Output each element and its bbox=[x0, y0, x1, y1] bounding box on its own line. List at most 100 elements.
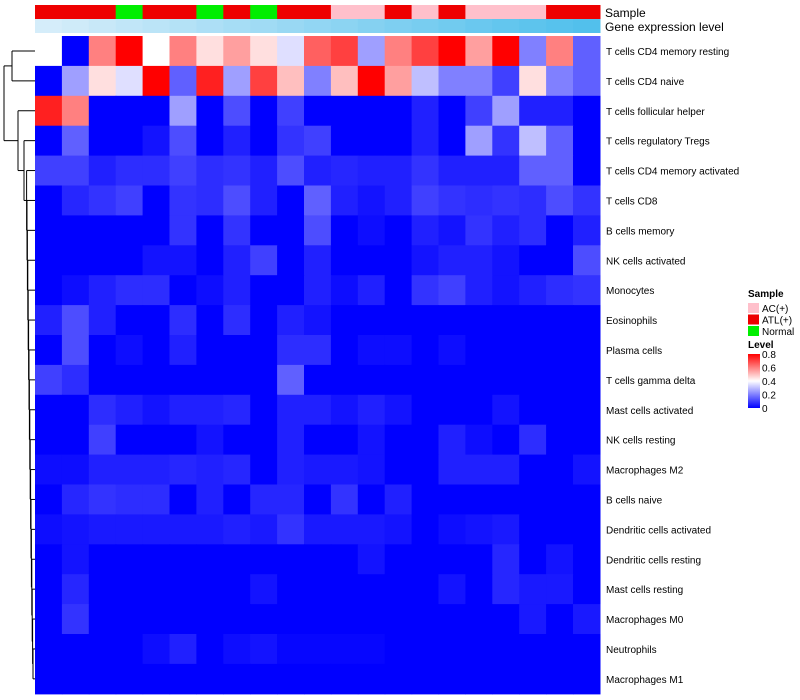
heatmap-cell bbox=[35, 125, 63, 157]
heatmap-cell bbox=[411, 245, 440, 276]
heatmap-cell bbox=[250, 65, 278, 97]
heatmap-cell bbox=[223, 454, 251, 486]
heatmap-cell bbox=[61, 185, 90, 216]
heatmap-cell bbox=[438, 514, 466, 545]
heatmap-cell bbox=[223, 364, 251, 396]
expression-annotation-cell bbox=[196, 19, 224, 33]
heatmap-cell bbox=[519, 634, 547, 665]
heatmap-cell bbox=[519, 454, 547, 486]
heatmap-cell bbox=[465, 155, 493, 187]
heatmap-cell bbox=[142, 215, 171, 246]
heatmap-cell bbox=[384, 65, 413, 97]
heatmap-cell bbox=[492, 65, 520, 97]
heatmap-cell bbox=[357, 574, 386, 605]
heatmap-cell bbox=[573, 185, 601, 216]
heatmap-cell bbox=[142, 484, 171, 515]
heatmap-cell bbox=[492, 424, 520, 456]
level-legend-title: Level bbox=[748, 340, 774, 351]
heatmap-cell bbox=[357, 544, 386, 575]
heatmap-cell bbox=[357, 95, 386, 127]
heatmap-cell bbox=[169, 574, 197, 605]
heatmap-cell bbox=[465, 95, 493, 127]
heatmap-cell bbox=[196, 544, 224, 575]
heatmap-cell bbox=[169, 36, 197, 67]
heatmap-cell bbox=[546, 215, 574, 246]
heatmap-cell bbox=[357, 364, 386, 396]
heatmap-cell bbox=[411, 275, 440, 306]
heatmap-cell bbox=[330, 245, 359, 276]
heatmap-cell bbox=[250, 275, 278, 306]
heatmap-cell bbox=[142, 604, 171, 635]
heatmap-cell bbox=[169, 634, 197, 665]
expression-annotation-bar bbox=[35, 19, 601, 33]
heatmap-cell bbox=[438, 604, 466, 635]
heatmap-cell bbox=[492, 275, 520, 306]
heatmap-cell bbox=[519, 185, 547, 216]
heatmap-cell bbox=[169, 335, 197, 366]
heatmap-cell bbox=[277, 454, 305, 486]
heatmap-cell bbox=[196, 335, 224, 366]
heatmap-cell bbox=[519, 544, 547, 575]
heatmap-cell bbox=[196, 424, 224, 456]
heatmap-cell bbox=[250, 364, 278, 396]
heatmap-cell bbox=[169, 125, 197, 157]
row-label: T cells CD8 bbox=[606, 196, 658, 207]
heatmap-cell bbox=[357, 663, 386, 695]
heatmap-cell bbox=[61, 514, 90, 545]
level-tick-label: 0.8 bbox=[762, 350, 776, 361]
heatmap-cell bbox=[35, 454, 63, 486]
heatmap-cell bbox=[330, 454, 359, 486]
heatmap-cell bbox=[142, 275, 171, 306]
heatmap-cell bbox=[330, 125, 359, 157]
heatmap-cell bbox=[35, 245, 63, 276]
heatmap-cell bbox=[438, 394, 466, 426]
heatmap-cell bbox=[546, 155, 574, 187]
heatmap-cell bbox=[61, 364, 90, 396]
heatmap-cell bbox=[573, 215, 601, 246]
heatmap-cell bbox=[573, 36, 601, 67]
heatmap-cell bbox=[465, 364, 493, 396]
heatmap-cell bbox=[88, 125, 117, 157]
heatmap-cell bbox=[546, 245, 574, 276]
heatmap-cell bbox=[519, 424, 547, 456]
heatmap-cell bbox=[411, 454, 440, 486]
heatmap-cell bbox=[411, 634, 440, 665]
row-label: B cells memory bbox=[606, 226, 674, 237]
heatmap-cell bbox=[250, 125, 278, 157]
heatmap-cell bbox=[88, 484, 117, 515]
sample-annotation-cell bbox=[573, 5, 601, 19]
sample-annotation-cell bbox=[357, 5, 386, 19]
heatmap-cell bbox=[277, 663, 305, 695]
heatmap-cell bbox=[492, 245, 520, 276]
heatmap-cell bbox=[277, 65, 305, 97]
heatmap-cell bbox=[573, 65, 601, 97]
heatmap-cell bbox=[411, 364, 440, 396]
heatmap-cell bbox=[35, 604, 63, 635]
heatmap-cell bbox=[250, 514, 278, 545]
heatmap-cell bbox=[223, 424, 251, 456]
heatmap-cell bbox=[88, 634, 117, 665]
row-label: T cells CD4 memory resting bbox=[606, 47, 729, 58]
heatmap-cell bbox=[169, 454, 197, 486]
heatmap-cell bbox=[61, 305, 90, 336]
heatmap-cell bbox=[223, 36, 251, 67]
heatmap-cell bbox=[519, 125, 547, 157]
heatmap-cell bbox=[330, 634, 359, 665]
heatmap-cell bbox=[384, 634, 413, 665]
heatmap-cell bbox=[546, 364, 574, 396]
heatmap-cell bbox=[223, 335, 251, 366]
heatmap-cell bbox=[115, 155, 144, 187]
heatmap-cell bbox=[330, 604, 359, 635]
heatmap-cell bbox=[411, 424, 440, 456]
level-tick-label: 0.6 bbox=[762, 364, 776, 375]
expression-annotation-cell bbox=[142, 19, 171, 33]
heatmap-cell bbox=[438, 305, 466, 336]
heatmap-cell bbox=[61, 663, 90, 695]
heatmap-cell bbox=[304, 305, 332, 336]
heatmap-cell bbox=[277, 364, 305, 396]
heatmap-cell bbox=[35, 544, 63, 575]
sample-legend-swatch bbox=[748, 303, 759, 313]
sample-legend-label: ATL(+) bbox=[762, 316, 792, 327]
heatmap-cell bbox=[546, 484, 574, 515]
heatmap-cell bbox=[384, 574, 413, 605]
